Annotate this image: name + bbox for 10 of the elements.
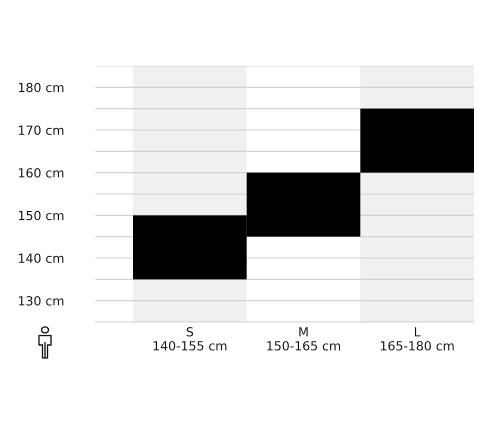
bar bbox=[360, 108, 474, 173]
y-tick-label: 180 cm bbox=[18, 82, 64, 92]
x-tick-label: M 150-165 cm bbox=[267, 327, 340, 351]
y-tick-label: 170 cm bbox=[18, 125, 64, 135]
y-tick-label: 160 cm bbox=[18, 168, 64, 178]
y-tick-label: 130 cm bbox=[18, 296, 64, 306]
x-tick-label: S 140-155 cm bbox=[154, 327, 226, 351]
y-tick-label: 150 cm bbox=[18, 210, 64, 220]
x-tick-label: L 165-180 cm bbox=[380, 327, 454, 351]
y-tick-label: 140 cm bbox=[18, 253, 64, 263]
